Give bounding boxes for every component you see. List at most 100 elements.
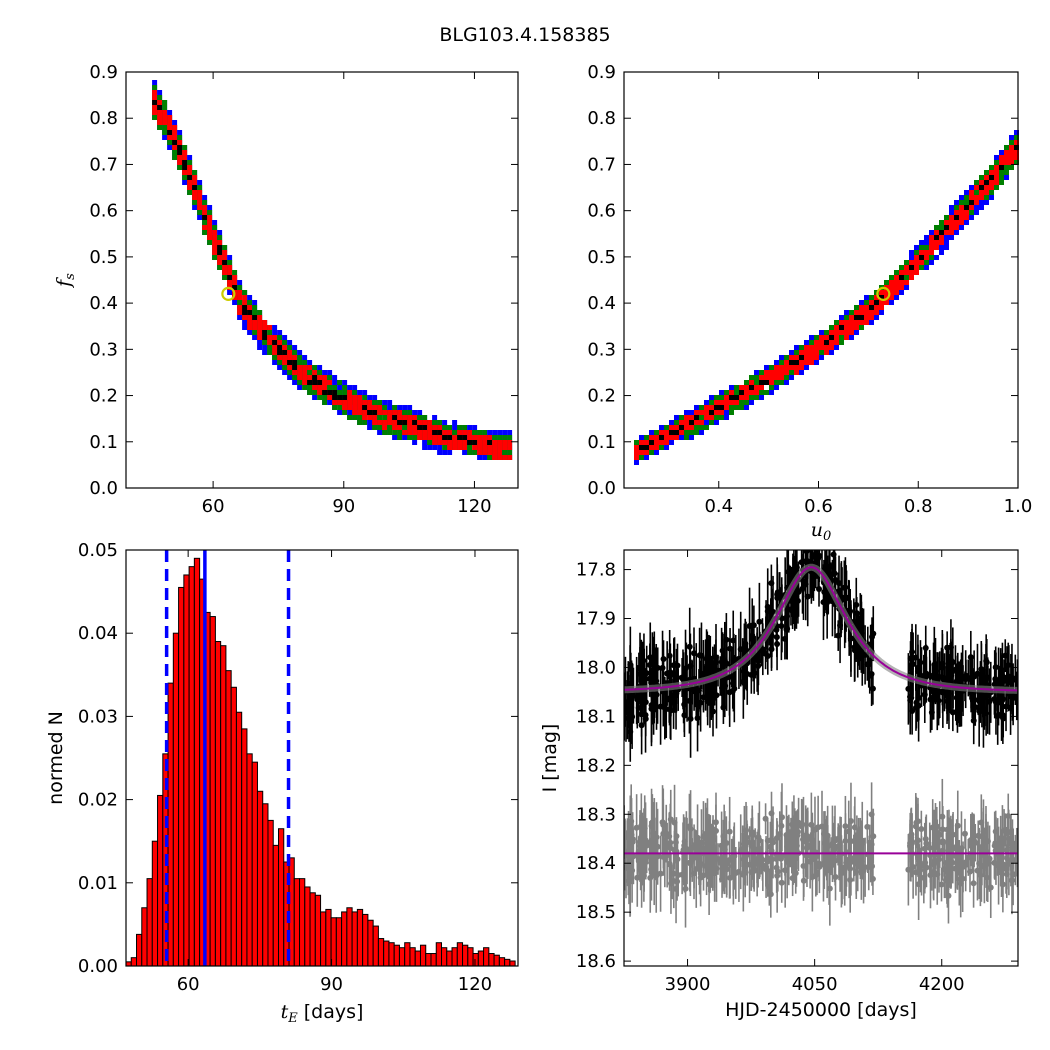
data-point bbox=[634, 874, 641, 881]
posterior-cell bbox=[177, 155, 183, 160]
x-tick-label: 4050 bbox=[792, 974, 838, 995]
data-point bbox=[682, 665, 689, 672]
posterior-cell bbox=[422, 415, 428, 420]
data-point bbox=[967, 654, 974, 661]
posterior-cell bbox=[297, 360, 303, 365]
data-point bbox=[640, 667, 647, 674]
posterior-cell bbox=[894, 295, 899, 300]
posterior-cell bbox=[167, 130, 173, 135]
posterior-cell bbox=[704, 410, 709, 415]
posterior-cell bbox=[197, 200, 203, 205]
posterior-cell bbox=[357, 410, 363, 415]
posterior-cell bbox=[292, 350, 298, 355]
posterior-cell bbox=[257, 320, 263, 325]
posterior-cell bbox=[679, 415, 684, 420]
posterior-cell bbox=[824, 345, 829, 350]
posterior-cell bbox=[744, 390, 749, 395]
data-point bbox=[687, 826, 694, 833]
posterior-cell bbox=[227, 280, 233, 285]
posterior-cell bbox=[634, 445, 639, 450]
posterior-cell bbox=[267, 345, 273, 350]
posterior-cell bbox=[859, 320, 864, 325]
posterior-cell bbox=[282, 360, 288, 365]
posterior-cell bbox=[232, 275, 238, 280]
data-point bbox=[857, 840, 864, 847]
posterior-cell bbox=[172, 130, 178, 135]
posterior-cell bbox=[634, 440, 639, 445]
posterior-cell bbox=[889, 300, 894, 305]
posterior-cell bbox=[639, 445, 644, 450]
posterior-cell bbox=[427, 440, 433, 445]
posterior-cell bbox=[1014, 155, 1019, 160]
posterior-cell bbox=[1004, 150, 1009, 155]
posterior-cell bbox=[869, 305, 874, 310]
posterior-cell bbox=[724, 395, 729, 400]
posterior-cell bbox=[914, 265, 919, 270]
posterior-cell bbox=[487, 450, 493, 455]
posterior-cell bbox=[1004, 160, 1009, 165]
posterior-cell bbox=[639, 435, 644, 440]
posterior-cell bbox=[984, 185, 989, 190]
posterior-cell bbox=[497, 440, 503, 445]
histogram-bar bbox=[409, 947, 416, 967]
posterior-cell bbox=[217, 245, 223, 250]
posterior-cell bbox=[679, 425, 684, 430]
posterior-cell bbox=[287, 340, 293, 345]
posterior-cell bbox=[759, 390, 764, 395]
posterior-cell bbox=[317, 380, 323, 385]
posterior-cell bbox=[282, 345, 288, 350]
data-point bbox=[851, 837, 858, 844]
posterior-cell bbox=[237, 295, 243, 300]
posterior-cell bbox=[744, 405, 749, 410]
posterior-cell bbox=[909, 270, 914, 275]
data-point bbox=[759, 646, 766, 653]
posterior-cell bbox=[919, 245, 924, 250]
histogram-bar bbox=[330, 917, 337, 967]
posterior-cell bbox=[909, 265, 914, 270]
y-tick-label: 0.7 bbox=[587, 154, 616, 175]
posterior-cell bbox=[904, 285, 909, 290]
posterior-cell bbox=[749, 380, 754, 385]
posterior-cell bbox=[974, 205, 979, 210]
posterior-cell bbox=[212, 245, 218, 250]
posterior-cell bbox=[302, 375, 308, 380]
posterior-cell bbox=[402, 430, 408, 435]
posterior-cell bbox=[287, 370, 293, 375]
posterior-cell bbox=[232, 285, 238, 290]
posterior-cell bbox=[989, 185, 994, 190]
data-point bbox=[970, 717, 977, 724]
data-point bbox=[784, 843, 791, 850]
posterior-cell bbox=[714, 415, 719, 420]
posterior-cell bbox=[849, 325, 854, 330]
posterior-cell bbox=[839, 325, 844, 330]
posterior-cell bbox=[744, 395, 749, 400]
histogram-bar bbox=[299, 878, 306, 967]
posterior-cell bbox=[969, 210, 974, 215]
posterior-cell bbox=[799, 360, 804, 365]
posterior-cell bbox=[959, 205, 964, 210]
posterior-cell bbox=[407, 420, 413, 425]
posterior-cell bbox=[909, 275, 914, 280]
posterior-cell bbox=[277, 355, 283, 360]
data-point bbox=[857, 615, 864, 622]
y-tick-label: 18.1 bbox=[576, 706, 616, 727]
posterior-cell bbox=[804, 350, 809, 355]
posterior-cell bbox=[989, 175, 994, 180]
data-point bbox=[740, 679, 747, 686]
posterior-cell bbox=[819, 350, 824, 355]
posterior-cell bbox=[372, 420, 378, 425]
posterior-cell bbox=[252, 335, 258, 340]
posterior-cell bbox=[839, 315, 844, 320]
data-point bbox=[666, 696, 673, 703]
posterior-cell bbox=[814, 335, 819, 340]
posterior-cell bbox=[694, 415, 699, 420]
posterior-cell bbox=[377, 410, 383, 415]
histogram-bar bbox=[146, 878, 153, 967]
data-point bbox=[914, 702, 921, 709]
posterior-cell bbox=[162, 130, 168, 135]
data-point bbox=[804, 527, 810, 533]
posterior-cell bbox=[152, 95, 158, 100]
posterior-cell bbox=[929, 245, 934, 250]
posterior-cell bbox=[884, 290, 889, 295]
y-tick-label: 17.8 bbox=[576, 560, 616, 581]
